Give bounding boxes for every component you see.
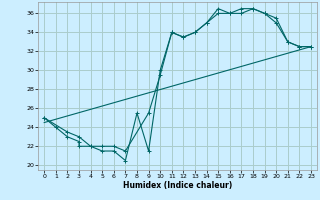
X-axis label: Humidex (Indice chaleur): Humidex (Indice chaleur) — [123, 181, 232, 190]
